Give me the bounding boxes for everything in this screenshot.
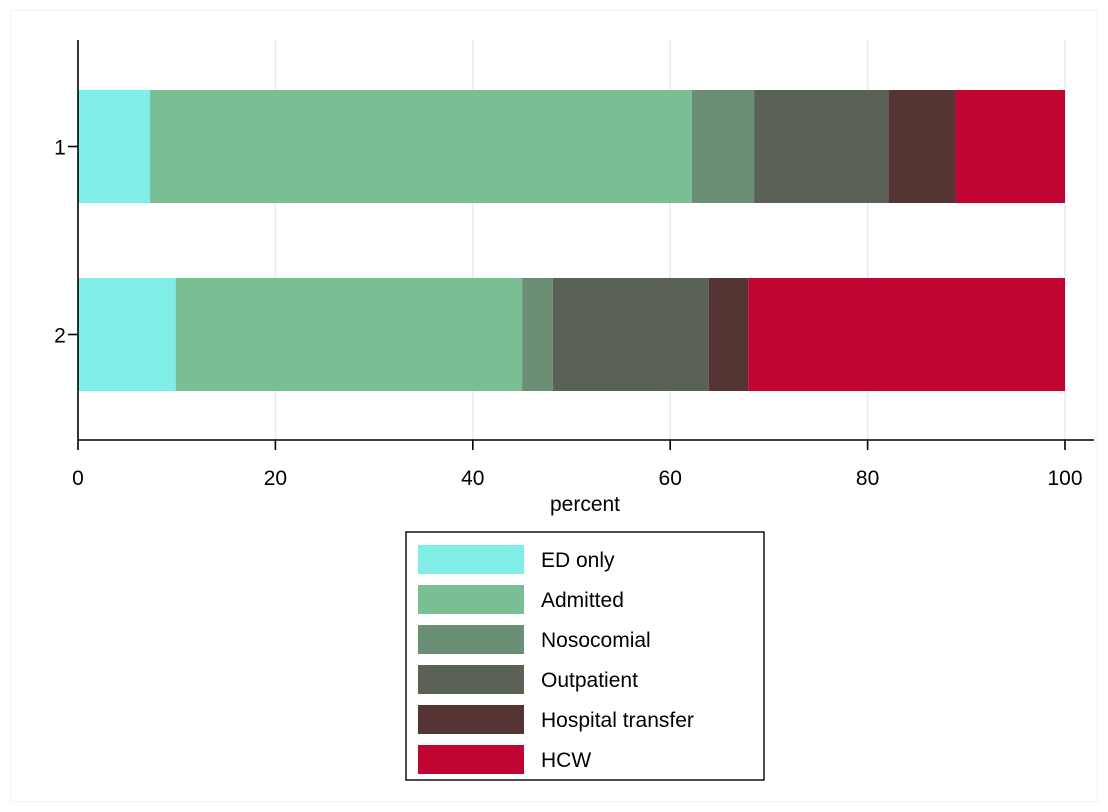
- bars: [78, 90, 1065, 391]
- x-tick-label: 40: [461, 467, 484, 490]
- legend-label: Hospital transfer: [541, 709, 694, 732]
- y-category-label: 1: [54, 137, 66, 160]
- x-tick-label: 100: [1047, 467, 1082, 490]
- axes: [77, 40, 1094, 441]
- x-axis-title: percent: [550, 493, 620, 516]
- bar-segment-ed-only-row-1: [78, 90, 151, 203]
- x-axis-ticks: 0 20 40 60 80 100: [72, 440, 1083, 490]
- legend: ED only Admitted Nosocomial Outpatient Hospi…: [405, 531, 765, 781]
- legend-swatch: [418, 745, 524, 774]
- legend-swatch: [418, 545, 524, 574]
- chart-frame: [10, 10, 1098, 802]
- legend-label: Nosocomial: [541, 629, 651, 652]
- x-tick-label: 0: [72, 467, 84, 490]
- bar-segment-ed-only-row-2: [78, 278, 176, 391]
- legend-label: Admitted: [541, 589, 624, 612]
- y-axis-category-labels: 12: [54, 137, 78, 348]
- legend-label: ED only: [541, 549, 615, 572]
- bar-segment-admitted-row-2: [175, 278, 523, 391]
- bar-segment-nosocomial-row-2: [522, 278, 553, 391]
- x-tick-label: 20: [264, 467, 287, 490]
- legend-swatch: [418, 705, 524, 734]
- legend-swatch: [418, 665, 524, 694]
- bar-segment-hcw-row-2: [748, 278, 1065, 391]
- legend-items: ED only Admitted Nosocomial Outpatient Hospi…: [418, 545, 694, 774]
- bar-segment-outpatient-row-2: [552, 278, 709, 391]
- bar-segment-outpatient-row-1: [754, 90, 889, 203]
- x-tick-label: 80: [856, 467, 879, 490]
- legend-label: HCW: [541, 749, 591, 772]
- legend-label: Outpatient: [541, 669, 638, 692]
- bar-segment-admitted-row-1: [150, 90, 692, 203]
- y-category-label: 2: [54, 325, 66, 348]
- bar-segment-hospital-transfer-row-1: [888, 90, 956, 203]
- legend-swatch: [418, 585, 524, 614]
- bar-segment-nosocomial-row-1: [691, 90, 755, 203]
- legend-swatch: [418, 625, 524, 654]
- bar-segment-hcw-row-1: [955, 90, 1065, 203]
- x-tick-label: 60: [659, 467, 682, 490]
- bar-segment-hospital-transfer-row-2: [708, 278, 749, 391]
